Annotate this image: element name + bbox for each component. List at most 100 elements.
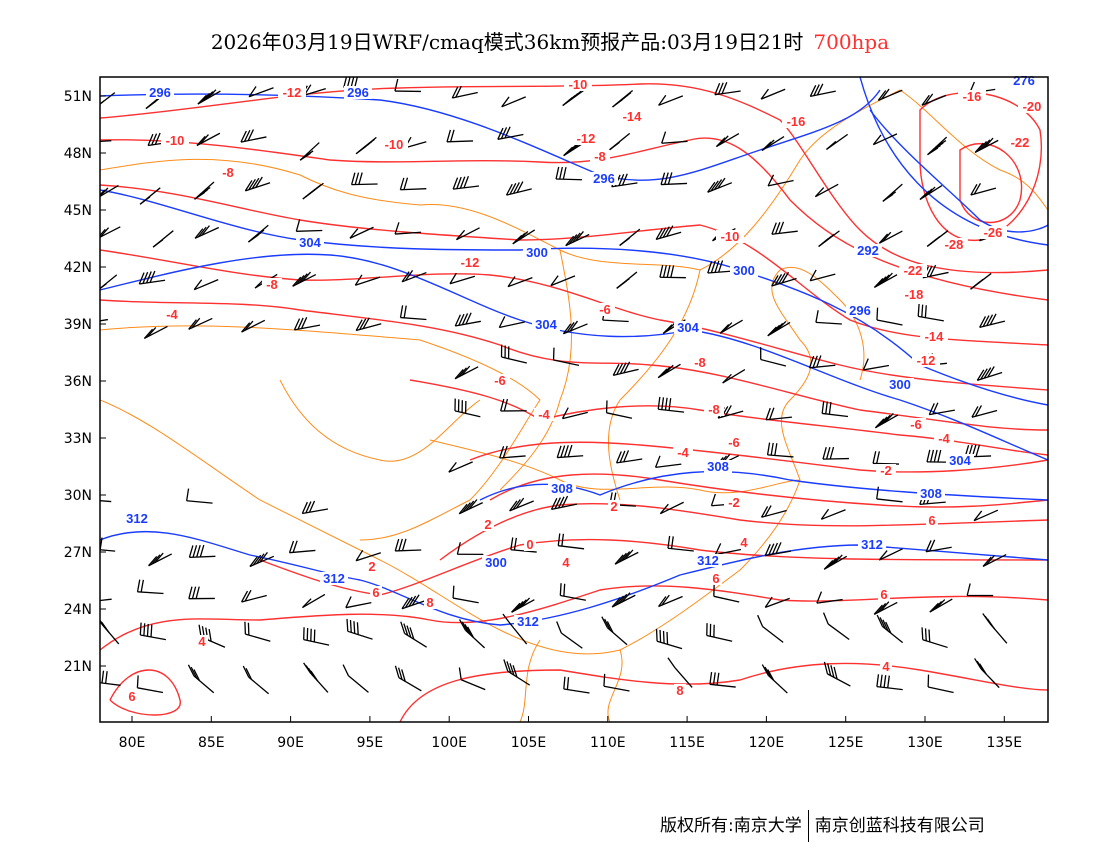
- wind-barb: [557, 533, 585, 550]
- wind-barb: [139, 187, 161, 205]
- height-label: 312: [126, 511, 148, 526]
- wind-barb: [559, 583, 586, 601]
- label-background: [296, 236, 324, 249]
- wind-barb: [667, 657, 693, 688]
- title-main: 2026年03月19日WRF/cmaq模式36km预报产品:03月19日21时: [210, 30, 804, 54]
- wind-barb: [809, 269, 836, 282]
- label-background: [146, 86, 174, 99]
- temperature-label: -12: [577, 131, 596, 146]
- wind-barb: [771, 271, 797, 287]
- wind-barb: [707, 177, 733, 193]
- label-background: [940, 238, 968, 251]
- wind-barb: [136, 675, 164, 694]
- label-background: [979, 226, 1007, 239]
- height-contour-line: [100, 89, 881, 181]
- wind-barb: [240, 129, 267, 143]
- height-label: 296: [849, 303, 871, 318]
- wind-barb: [455, 227, 480, 241]
- wind-barb: [927, 674, 954, 694]
- wind-barb: [136, 579, 164, 595]
- wind-barb: [100, 226, 121, 238]
- wind-barb: [550, 275, 576, 287]
- wind-barb: [499, 445, 526, 459]
- map-frame: [99, 76, 1049, 723]
- temperature-label: -2: [728, 495, 740, 510]
- border-line: [607, 649, 623, 722]
- height-label: 304: [949, 453, 971, 468]
- wind-barb: [808, 355, 836, 369]
- wind-barb: [188, 586, 215, 600]
- wind-barb: [509, 497, 534, 512]
- wind-barb: [556, 444, 584, 459]
- wind-barb: [100, 670, 121, 686]
- isotherm-line: [100, 249, 1048, 391]
- pressure-level: 700hpa: [813, 30, 890, 54]
- temperature-label: -6: [910, 417, 922, 432]
- border-line: [519, 639, 541, 722]
- wind-barb: [288, 540, 316, 554]
- wind-barb: [241, 589, 267, 603]
- label-background: [724, 436, 744, 449]
- label-background: [690, 356, 710, 369]
- company-name: 南京创蓝科技有限公司: [814, 816, 985, 836]
- wind-barb: [659, 265, 686, 279]
- isotherm-line: [919, 91, 1042, 241]
- wind-barb: [556, 621, 583, 649]
- wind-barb: [241, 319, 266, 333]
- wind-barb: [458, 667, 486, 691]
- copyright-text: 版权所有:南京大学: [660, 816, 802, 836]
- wind-barb: [876, 614, 904, 644]
- lat-tick-label: 42N: [64, 260, 92, 276]
- label-background: [196, 635, 208, 648]
- temperature-label: -6: [599, 302, 611, 317]
- wind-barb: [349, 226, 374, 239]
- wind-barb: [826, 133, 849, 150]
- temperature-label: 0: [526, 537, 533, 552]
- temperature-label: 2: [484, 517, 491, 532]
- label-background: [782, 115, 810, 128]
- wind-barb: [143, 325, 168, 339]
- height-label: 304: [677, 320, 699, 335]
- wind-barb: [501, 96, 526, 108]
- wind-barb: [929, 598, 953, 613]
- wind-barb: [394, 538, 422, 552]
- wind-barb: [188, 544, 216, 558]
- label-background: [730, 264, 758, 277]
- wind-barb: [765, 407, 793, 421]
- lat-tick-label: 48N: [64, 146, 92, 162]
- wind-barb: [709, 671, 736, 688]
- label-background: [934, 432, 954, 445]
- wind-barb: [970, 272, 992, 290]
- temperature-label: -8: [222, 165, 234, 180]
- wind-barb: [497, 126, 524, 140]
- wind-barb: [873, 601, 898, 615]
- wind-barb: [197, 89, 221, 105]
- wind-barb: [766, 442, 794, 458]
- wind-barb: [976, 366, 1003, 381]
- wind-barb: [550, 495, 578, 511]
- wind-barb: [767, 174, 794, 187]
- label-background: [946, 454, 974, 467]
- footer: 版权所有:南京大学 南京创蓝科技有限公司: [660, 810, 985, 842]
- label-background: [424, 596, 436, 609]
- temperature-label: -8: [694, 355, 706, 370]
- temperature-label: -10: [569, 77, 588, 92]
- label-background: [1018, 100, 1046, 113]
- label-background: [278, 86, 306, 99]
- wind-barb: [512, 229, 536, 245]
- height-label: 304: [535, 317, 557, 332]
- height-label: 308: [551, 481, 573, 496]
- label-background: [878, 588, 890, 601]
- label-background: [456, 256, 484, 269]
- label-background: [532, 318, 560, 331]
- wind-barb: [511, 597, 535, 613]
- wind-barb: [877, 88, 903, 101]
- wind-barb: [456, 542, 484, 556]
- wind-barb: [454, 365, 479, 380]
- temperature-label: -14: [623, 109, 643, 124]
- border-line: [899, 89, 1048, 211]
- temperature-label: -22: [904, 263, 923, 278]
- wind-barb: [821, 401, 849, 418]
- wind-barb: [816, 591, 843, 604]
- lon-tick-label: 135E: [987, 735, 1023, 751]
